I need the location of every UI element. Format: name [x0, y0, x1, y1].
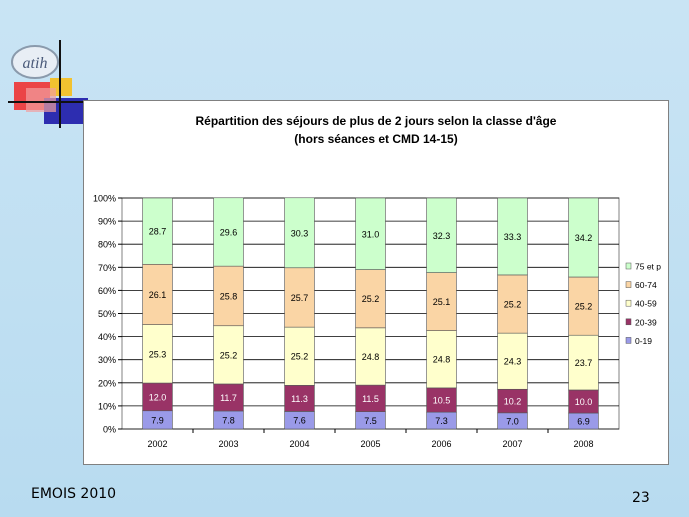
data-label: 25.3	[149, 349, 167, 359]
atih-logo-graphic: atih	[8, 40, 96, 128]
slide-number: 23	[632, 490, 650, 506]
atih-logo: atih	[8, 40, 96, 128]
data-label: 25.2	[220, 350, 238, 360]
legend-swatch	[625, 299, 632, 307]
data-label: 24.3	[504, 357, 522, 367]
legend-label: 20-39	[635, 317, 657, 327]
legend-swatch	[625, 262, 632, 270]
data-label: 10.2	[504, 397, 522, 407]
data-label: 11.5	[362, 394, 379, 404]
data-label: 7.3	[435, 416, 448, 426]
data-label: 10.5	[433, 396, 451, 406]
data-label: 24.8	[362, 352, 380, 362]
y-tick-label: 40%	[98, 332, 116, 342]
bar-segment	[355, 384, 386, 412]
data-label: 7.6	[293, 416, 306, 426]
data-label: 12.0	[149, 392, 167, 402]
bar-segment	[142, 324, 173, 384]
bar-segment	[284, 326, 315, 386]
chart-subtitle: (hors séances et CMD 14-15)	[294, 132, 457, 146]
legend-swatch	[625, 337, 632, 344]
y-tick-label: 50%	[98, 309, 116, 319]
bar-segment	[142, 382, 173, 412]
data-label: 7.9	[151, 415, 164, 425]
x-tick-label: 2005	[360, 439, 380, 449]
stacked-bar-chart: Répartition des séjours de plus de 2 jou…	[93, 114, 661, 449]
chart-title: Répartition des séjours de plus de 2 jou…	[196, 114, 557, 128]
chart-legend: 75 et p 60-74 40-59 20-39 0-19	[625, 262, 661, 346]
x-tick-label: 2008	[573, 439, 593, 449]
y-axis: 0% 10% 20% 30% 40% 50% 60% 70% 80% 90% 100%	[93, 194, 122, 435]
y-tick-label: 30%	[98, 355, 116, 365]
y-tick-label: 10%	[98, 401, 116, 411]
data-label: 28.7	[149, 227, 167, 237]
data-label: 33.3	[504, 232, 522, 242]
data-label: 30.3	[291, 228, 309, 238]
legend-label: 75 et p	[635, 262, 661, 272]
bar-segment	[355, 197, 386, 270]
x-tick-label: 2007	[502, 439, 522, 449]
data-label: 25.2	[291, 352, 309, 362]
logo-text: atih	[23, 55, 48, 72]
legend-swatch	[625, 318, 632, 326]
data-label: 25.2	[362, 294, 380, 304]
chart-bars: 7.9 12.0 25.3 26.1 28.7 7.8 11.7 25.2 25.8 29.6 7.…	[142, 197, 599, 430]
y-tick-label: 90%	[98, 217, 116, 227]
y-tick-label: 60%	[98, 286, 116, 296]
bar-segment	[497, 274, 528, 334]
y-tick-label: 80%	[98, 240, 116, 250]
data-label: 32.3	[433, 231, 451, 241]
data-label: 25.1	[433, 297, 451, 307]
data-label: 34.2	[575, 233, 593, 243]
chart-panel: Répartition des séjours de plus de 2 jou…	[83, 100, 669, 465]
bar-segment	[568, 334, 599, 391]
footer-conference-label: EMOIS 2010	[31, 486, 117, 502]
bar-segment	[213, 383, 244, 412]
data-label: 7.5	[364, 416, 377, 426]
data-label: 25.7	[291, 293, 309, 303]
data-label: 11.3	[291, 394, 308, 404]
data-label: 7.8	[222, 415, 235, 425]
bar-segment	[497, 197, 528, 276]
data-label: 29.6	[220, 227, 238, 237]
data-label: 6.9	[577, 417, 590, 427]
data-label: 26.1	[149, 290, 167, 300]
y-tick-label: 70%	[98, 263, 116, 273]
y-tick-label: 100%	[93, 194, 116, 204]
logo-pink-square	[26, 88, 56, 112]
x-tick-label: 2004	[289, 439, 309, 449]
legend-label: 0-19	[635, 336, 652, 346]
x-axis: 2002 2003 2004 2005 2006 2007 2008	[147, 429, 594, 449]
data-label: 11.7	[220, 393, 237, 403]
bar-segment	[284, 267, 315, 328]
data-label: 25.8	[220, 291, 238, 301]
data-label: 25.2	[575, 302, 593, 312]
bar-segment	[213, 265, 244, 327]
bar-segment	[426, 387, 457, 413]
y-tick-label: 20%	[98, 378, 116, 388]
legend-swatch	[625, 281, 632, 288]
data-label: 31.0	[362, 229, 380, 239]
bar-segment	[426, 197, 457, 273]
bar-segment	[142, 197, 173, 265]
bar-segment	[568, 197, 599, 278]
bar-segment	[355, 327, 386, 386]
data-label: 23.7	[575, 358, 593, 368]
legend-label: 40-59	[635, 299, 657, 309]
data-label: 7.0	[506, 416, 519, 426]
data-label: 25.2	[504, 300, 522, 310]
bar-segment	[213, 197, 244, 267]
bar-segment	[497, 332, 528, 390]
bar-segment	[284, 197, 315, 269]
bar-segment	[142, 263, 173, 325]
x-tick-label: 2006	[431, 439, 451, 449]
x-tick-label: 2002	[147, 439, 167, 449]
data-label: 10.0	[575, 397, 593, 407]
data-label: 24.8	[433, 355, 451, 365]
legend-label: 60-74	[635, 280, 657, 290]
y-tick-label: 0%	[103, 425, 116, 435]
x-tick-label: 2003	[218, 439, 238, 449]
logo-oval	[11, 45, 59, 79]
